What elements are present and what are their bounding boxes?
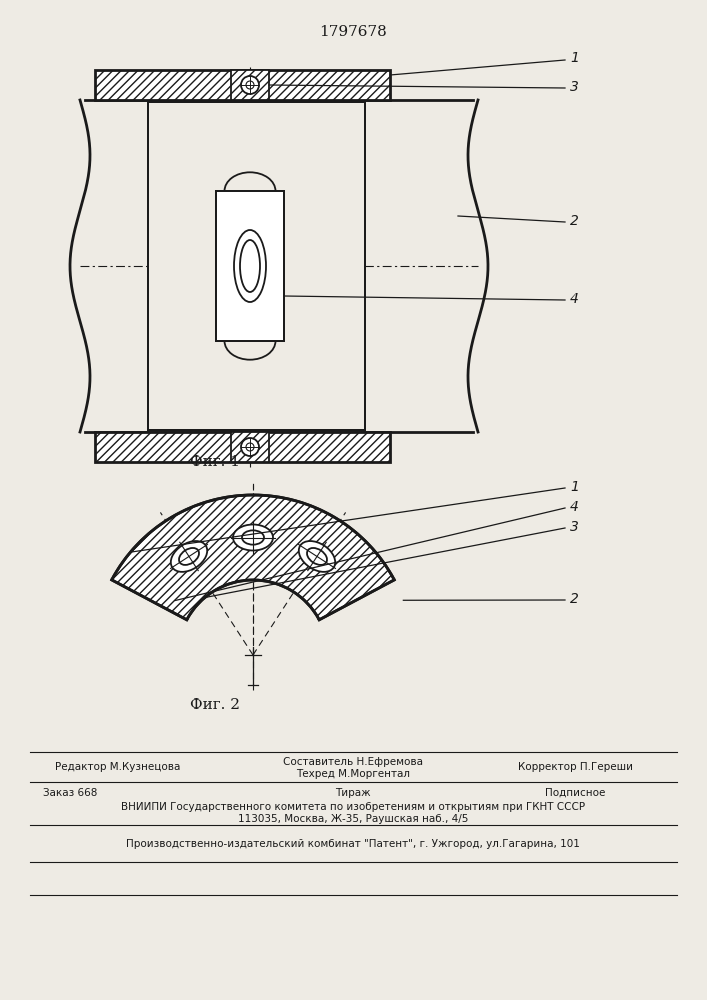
Text: 2: 2 bbox=[570, 592, 579, 606]
Polygon shape bbox=[112, 495, 395, 620]
Polygon shape bbox=[216, 191, 284, 341]
Circle shape bbox=[241, 438, 259, 456]
Text: Подписное: Подписное bbox=[545, 788, 605, 798]
Polygon shape bbox=[95, 70, 390, 100]
Ellipse shape bbox=[299, 541, 335, 572]
Ellipse shape bbox=[234, 230, 266, 302]
Text: 1: 1 bbox=[570, 51, 579, 65]
Circle shape bbox=[241, 76, 259, 94]
Text: Редактор М.Кузнецова: Редактор М.Кузнецова bbox=[55, 762, 181, 772]
Text: ВНИИПИ Государственного комитета по изобретениям и открытиям при ГКНТ СССР: ВНИИПИ Государственного комитета по изоб… bbox=[121, 802, 585, 812]
Text: Заказ 668: Заказ 668 bbox=[43, 788, 97, 798]
Text: Фиг. 2: Фиг. 2 bbox=[190, 698, 240, 712]
Text: Корректор П.Гереши: Корректор П.Гереши bbox=[518, 762, 633, 772]
Text: 1797678: 1797678 bbox=[319, 25, 387, 39]
Ellipse shape bbox=[171, 541, 207, 572]
Text: 4: 4 bbox=[570, 500, 579, 514]
Polygon shape bbox=[231, 432, 269, 462]
Text: 2: 2 bbox=[570, 214, 579, 228]
Text: 4: 4 bbox=[570, 292, 579, 306]
Polygon shape bbox=[148, 102, 365, 430]
Text: 3: 3 bbox=[570, 80, 579, 94]
Polygon shape bbox=[231, 70, 269, 100]
Text: Составитель Н.Ефремова: Составитель Н.Ефремова bbox=[283, 757, 423, 767]
Text: 3: 3 bbox=[570, 520, 579, 534]
Text: 113035, Москва, Ж-35, Раушская наб., 4/5: 113035, Москва, Ж-35, Раушская наб., 4/5 bbox=[238, 814, 468, 824]
Text: Фиг. 1: Фиг. 1 bbox=[190, 455, 240, 469]
Text: Техред М.Моргентал: Техред М.Моргентал bbox=[296, 769, 410, 779]
Text: 1: 1 bbox=[570, 480, 579, 494]
Text: Тираж: Тираж bbox=[335, 788, 370, 798]
Text: Производственно-издательский комбинат "Патент", г. Ужгород, ул.Гагарина, 101: Производственно-издательский комбинат "П… bbox=[126, 839, 580, 849]
Polygon shape bbox=[95, 432, 390, 462]
Ellipse shape bbox=[233, 524, 273, 550]
